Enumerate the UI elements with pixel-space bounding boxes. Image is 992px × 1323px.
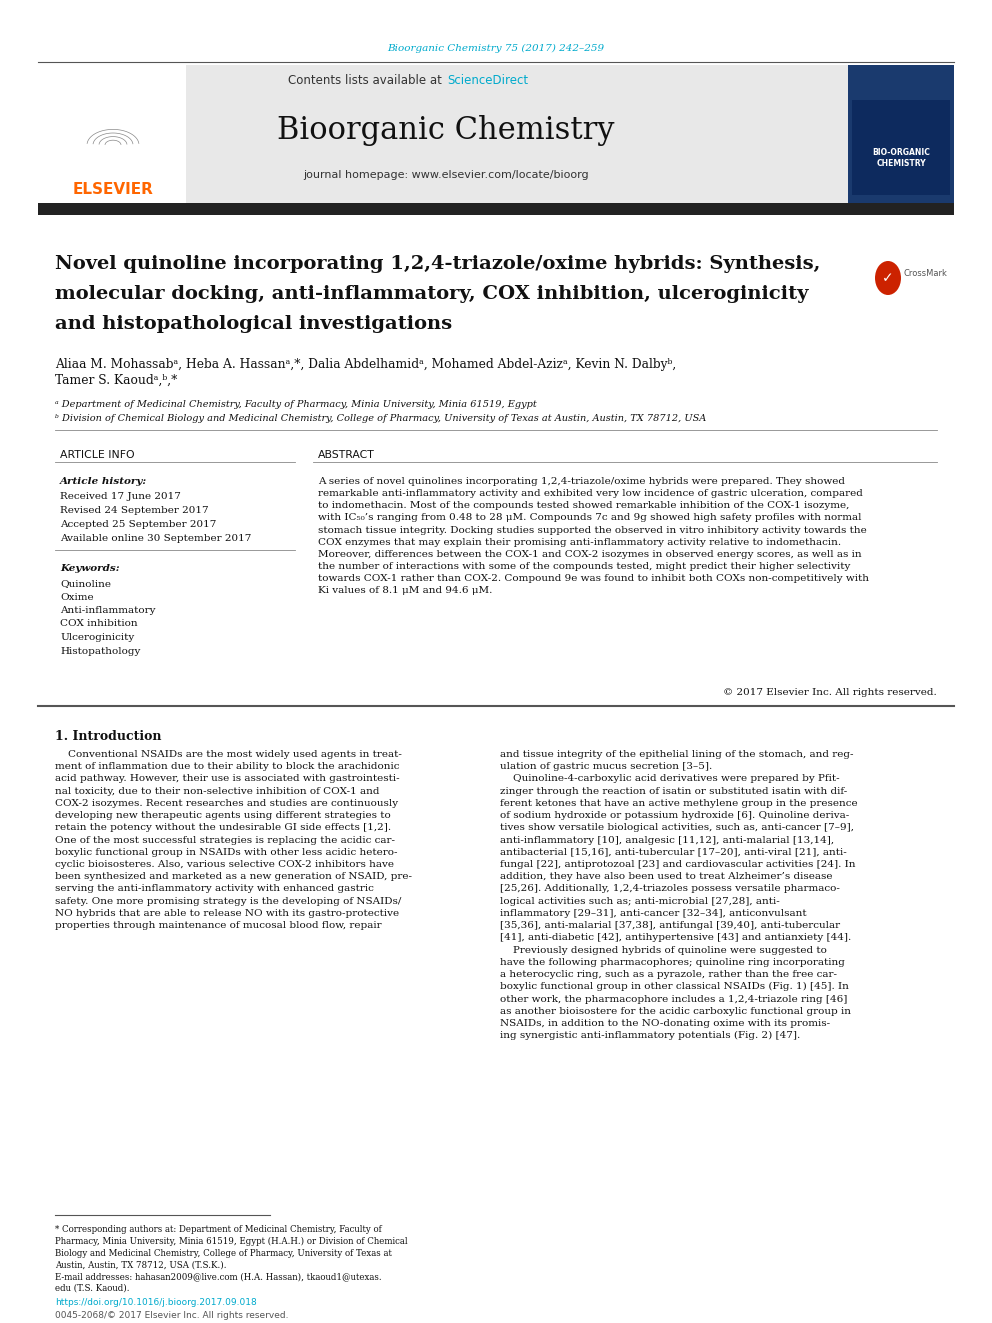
Text: Bioorganic Chemistry: Bioorganic Chemistry bbox=[277, 115, 615, 146]
Text: Bioorganic Chemistry 75 (2017) 242–259: Bioorganic Chemistry 75 (2017) 242–259 bbox=[388, 44, 604, 53]
Text: Article history:: Article history: bbox=[60, 478, 147, 486]
Text: Keywords:: Keywords: bbox=[60, 564, 120, 573]
Text: Novel quinoline incorporating 1,2,4-triazole/oxime hybrids: Synthesis,: Novel quinoline incorporating 1,2,4-tria… bbox=[55, 255, 820, 273]
Text: Histopathology: Histopathology bbox=[60, 647, 141, 655]
Text: CrossMark: CrossMark bbox=[903, 269, 947, 278]
Text: and histopathological investigations: and histopathological investigations bbox=[55, 315, 452, 333]
Text: * Corresponding authors at: Department of Medicinal Chemistry, Faculty of
Pharma: * Corresponding authors at: Department o… bbox=[55, 1225, 408, 1270]
Text: © 2017 Elsevier Inc. All rights reserved.: © 2017 Elsevier Inc. All rights reserved… bbox=[723, 688, 937, 697]
Text: ELSEVIER: ELSEVIER bbox=[72, 183, 154, 197]
Text: A series of novel quinolines incorporating 1,2,4-triazole/oxime hybrids were pre: A series of novel quinolines incorporati… bbox=[318, 478, 869, 595]
Ellipse shape bbox=[875, 261, 901, 295]
Bar bbox=[852, 101, 950, 194]
Text: ᵃ Department of Medicinal Chemistry, Faculty of Pharmacy, Minia University, Mini: ᵃ Department of Medicinal Chemistry, Fac… bbox=[55, 400, 537, 409]
Text: Aliaa M. Mohassabᵃ, Heba A. Hassanᵃ,*, Dalia Abdelhamidᵃ, Mohamed Abdel-Azizᵃ, K: Aliaa M. Mohassabᵃ, Heba A. Hassanᵃ,*, D… bbox=[55, 359, 677, 370]
Bar bbox=[38, 202, 954, 216]
Text: COX inhibition: COX inhibition bbox=[60, 619, 138, 628]
Text: 0045-2068/© 2017 Elsevier Inc. All rights reserved.: 0045-2068/© 2017 Elsevier Inc. All right… bbox=[55, 1311, 289, 1320]
Text: ScienceDirect: ScienceDirect bbox=[447, 74, 528, 86]
Text: Conventional NSAIDs are the most widely used agents in treat-
ment of inflammati: Conventional NSAIDs are the most widely … bbox=[55, 750, 412, 930]
Text: Revised 24 September 2017: Revised 24 September 2017 bbox=[60, 505, 208, 515]
Text: 1. Introduction: 1. Introduction bbox=[55, 730, 162, 744]
Text: Available online 30 September 2017: Available online 30 September 2017 bbox=[60, 534, 251, 542]
Text: BIO-ORGANIC
CHEMISTRY: BIO-ORGANIC CHEMISTRY bbox=[872, 148, 930, 168]
Text: molecular docking, anti-inflammatory, COX inhibition, ulceroginicity: molecular docking, anti-inflammatory, CO… bbox=[55, 284, 808, 303]
Bar bbox=[38, 65, 186, 205]
Text: ✓: ✓ bbox=[882, 271, 894, 284]
Text: and tissue integrity of the epithelial lining of the stomach, and reg-
ulation o: and tissue integrity of the epithelial l… bbox=[500, 750, 858, 1040]
Text: Contents lists available at: Contents lists available at bbox=[289, 74, 446, 86]
Bar bbox=[38, 65, 848, 205]
Text: Accepted 25 September 2017: Accepted 25 September 2017 bbox=[60, 520, 216, 529]
Bar bbox=[848, 65, 954, 205]
Text: Quinoline: Quinoline bbox=[60, 579, 111, 587]
Text: Anti-inflammatory: Anti-inflammatory bbox=[60, 606, 156, 615]
Text: Oxime: Oxime bbox=[60, 593, 93, 602]
Text: ARTICLE INFO: ARTICLE INFO bbox=[60, 450, 135, 460]
Text: ᵇ Division of Chemical Biology and Medicinal Chemistry, College of Pharmacy, Uni: ᵇ Division of Chemical Biology and Medic… bbox=[55, 414, 706, 423]
Text: Ulceroginicity: Ulceroginicity bbox=[60, 632, 134, 642]
Text: Tamer S. Kaoudᵃ,ᵇ,*: Tamer S. Kaoudᵃ,ᵇ,* bbox=[55, 374, 178, 388]
Text: https://doi.org/10.1016/j.bioorg.2017.09.018: https://doi.org/10.1016/j.bioorg.2017.09… bbox=[55, 1298, 257, 1307]
Text: ABSTRACT: ABSTRACT bbox=[318, 450, 375, 460]
Text: E-mail addresses: hahasan2009@live.com (H.A. Hassan), tkaoud1@utexas.
edu (T.S. : E-mail addresses: hahasan2009@live.com (… bbox=[55, 1271, 382, 1293]
Text: Received 17 June 2017: Received 17 June 2017 bbox=[60, 492, 181, 501]
Text: journal homepage: www.elsevier.com/locate/bioorg: journal homepage: www.elsevier.com/locat… bbox=[304, 169, 589, 180]
